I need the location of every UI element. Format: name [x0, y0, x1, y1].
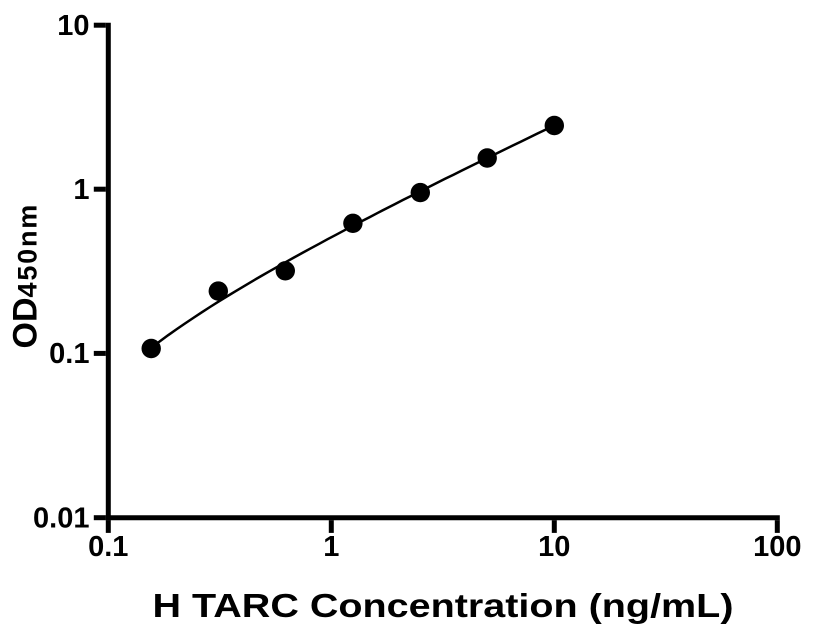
svg-text:10: 10	[538, 531, 570, 563]
svg-text:10: 10	[57, 10, 89, 42]
svg-text:1: 1	[73, 174, 89, 206]
svg-text:0.01: 0.01	[33, 502, 89, 534]
svg-text:0.1: 0.1	[88, 531, 128, 563]
svg-text:1: 1	[323, 531, 339, 563]
svg-text:OD450nm: OD450nm	[6, 203, 44, 349]
svg-text:0.1: 0.1	[49, 338, 89, 370]
svg-text:100: 100	[753, 531, 801, 563]
svg-text:H TARC Concentration (ng/mL): H TARC Concentration (ng/mL)	[153, 587, 734, 624]
